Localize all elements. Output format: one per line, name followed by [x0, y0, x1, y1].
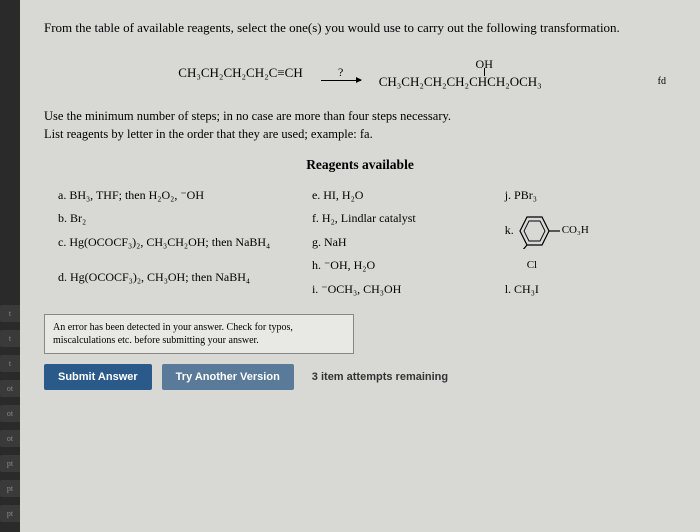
reagent-f: f. H₂, Lindlar catalyst	[312, 210, 487, 227]
error-message: An error has been detected in your answe…	[44, 314, 354, 354]
arrow-label: ?	[338, 65, 343, 80]
sidebar-tab[interactable]: t	[0, 355, 20, 372]
attempts-remaining: 3 item attempts remaining	[312, 371, 448, 383]
annotation-fd: fd	[658, 76, 666, 87]
reagent-k-prefix: k.	[505, 222, 514, 239]
instructions: Use the minimum number of steps; in no c…	[44, 108, 676, 143]
reagent-d: d. Hg(OCOCF₃)₂, CH₃OH; then NaBH₄	[58, 257, 294, 298]
reagent-i: i. ⁻OCH₃, CH₃OH	[312, 281, 487, 298]
sidebar-tab[interactable]: t	[0, 330, 20, 347]
sidebar-tab[interactable]: ot	[0, 380, 20, 397]
submit-button[interactable]: Submit Answer	[44, 364, 152, 390]
product: OH CH₃CH₂CH₂CH₂CHCH₂OCH₃	[379, 58, 542, 88]
question-content: From the table of available reagents, se…	[20, 0, 700, 532]
reagent-l: l. CH₃I	[505, 281, 662, 298]
benzene-ring-icon	[516, 213, 560, 249]
reaction-arrow: ?	[321, 65, 361, 81]
sidebar-tab[interactable]: pt	[0, 455, 20, 472]
instructions-line1: Use the minimum number of steps; in no c…	[44, 108, 676, 126]
try-another-button[interactable]: Try Another Version	[162, 364, 294, 390]
sidebar-tab[interactable]: pt	[0, 480, 20, 497]
reagent-k-sub: CO₃H	[562, 223, 589, 239]
reagent-e: e. HI, H₂O	[312, 187, 487, 204]
reagent-j: j. PBr₃	[505, 187, 662, 204]
reagent-c: c. Hg(OCOCF₃)₂, CH₃CH₂OH; then NaBH₄	[58, 234, 294, 251]
reagent-b: b. Br₂	[58, 210, 294, 227]
reaction-scheme: CH₃CH₂CH₂CH₂C≡CH ? OH CH₃CH₂CH₂CH₂CHCH₂O…	[44, 58, 676, 88]
reagent-g: g. NaH	[312, 234, 487, 251]
instructions-line2: List reagents by letter in the order tha…	[44, 126, 676, 144]
product-formula: CH₃CH₂CH₂CH₂CHCH₂OCH₃	[379, 75, 542, 88]
reagent-k: k. CO₃H	[505, 210, 662, 251]
button-row: Submit Answer Try Another Version 3 item…	[44, 364, 676, 390]
reagent-a: a. BH₃, THF; then H₂O₂, ⁻OH	[58, 187, 294, 204]
question-prompt: From the table of available reagents, se…	[44, 20, 676, 36]
reagents-title: Reagents available	[44, 157, 676, 173]
reagents-grid: a. BH₃, THF; then H₂O₂, ⁻OH e. HI, H₂O j…	[44, 187, 676, 298]
reagent-h: h. ⁻OH, H₂O	[312, 257, 487, 274]
sidebar: t t t ot ot ot pt pt pt	[0, 0, 20, 532]
sidebar-tab[interactable]: ot	[0, 405, 20, 422]
sidebar-tab[interactable]: t	[0, 305, 20, 322]
starting-material: CH₃CH₂CH₂CH₂C≡CH	[178, 65, 302, 81]
sidebar-tab[interactable]: pt	[0, 505, 20, 522]
reagent-k-cl: Cl	[505, 257, 662, 274]
sidebar-tab[interactable]: ot	[0, 430, 20, 447]
